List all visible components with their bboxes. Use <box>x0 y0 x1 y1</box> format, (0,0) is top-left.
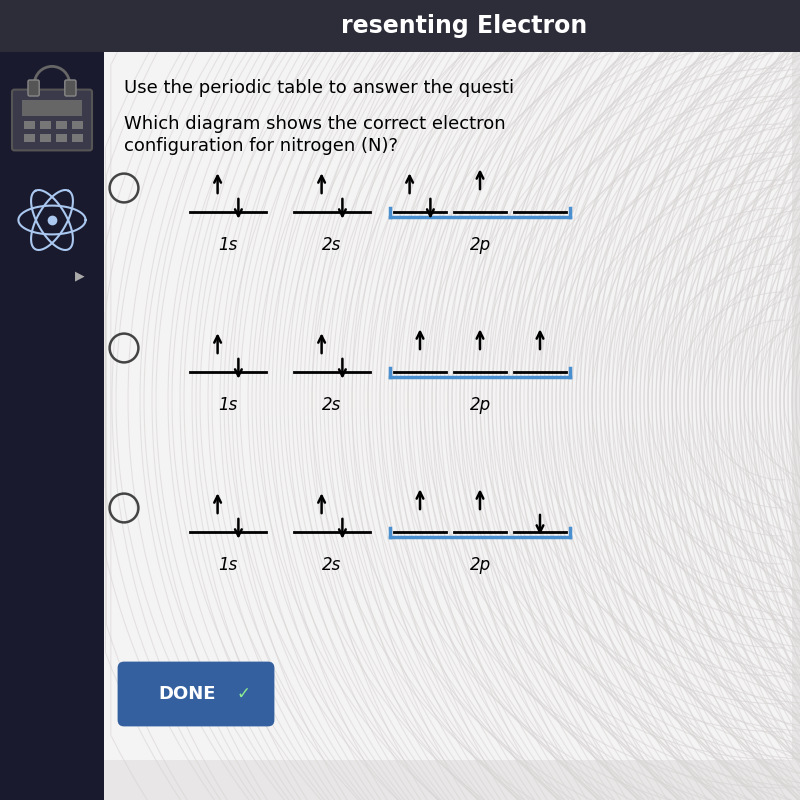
FancyBboxPatch shape <box>12 90 92 150</box>
FancyBboxPatch shape <box>24 121 35 129</box>
Text: 2p: 2p <box>470 556 490 574</box>
Text: 2s: 2s <box>322 556 342 574</box>
Text: 2s: 2s <box>322 236 342 254</box>
Text: 2s: 2s <box>322 396 342 414</box>
FancyBboxPatch shape <box>65 80 76 96</box>
Text: Which diagram shows the correct electron: Which diagram shows the correct electron <box>124 115 506 133</box>
Text: 2p: 2p <box>470 396 490 414</box>
FancyBboxPatch shape <box>104 52 792 760</box>
Text: 1s: 1s <box>218 236 238 254</box>
FancyBboxPatch shape <box>0 0 800 52</box>
Text: DONE: DONE <box>158 685 216 703</box>
FancyBboxPatch shape <box>56 134 67 142</box>
FancyBboxPatch shape <box>72 134 83 142</box>
FancyBboxPatch shape <box>118 662 274 726</box>
Text: ✓: ✓ <box>237 685 250 703</box>
FancyBboxPatch shape <box>40 134 51 142</box>
FancyBboxPatch shape <box>24 134 35 142</box>
FancyBboxPatch shape <box>40 121 51 129</box>
Text: 1s: 1s <box>218 396 238 414</box>
Text: ▶: ▶ <box>75 270 85 282</box>
Text: 2p: 2p <box>470 236 490 254</box>
FancyBboxPatch shape <box>28 80 39 96</box>
FancyBboxPatch shape <box>72 121 83 129</box>
FancyBboxPatch shape <box>0 52 104 800</box>
Text: resenting Electron: resenting Electron <box>341 14 587 38</box>
Text: configuration for nitrogen (N)?: configuration for nitrogen (N)? <box>124 137 398 154</box>
FancyBboxPatch shape <box>22 100 82 116</box>
FancyBboxPatch shape <box>56 121 67 129</box>
Text: 1s: 1s <box>218 556 238 574</box>
Text: Use the periodic table to answer the questi: Use the periodic table to answer the que… <box>124 79 514 97</box>
